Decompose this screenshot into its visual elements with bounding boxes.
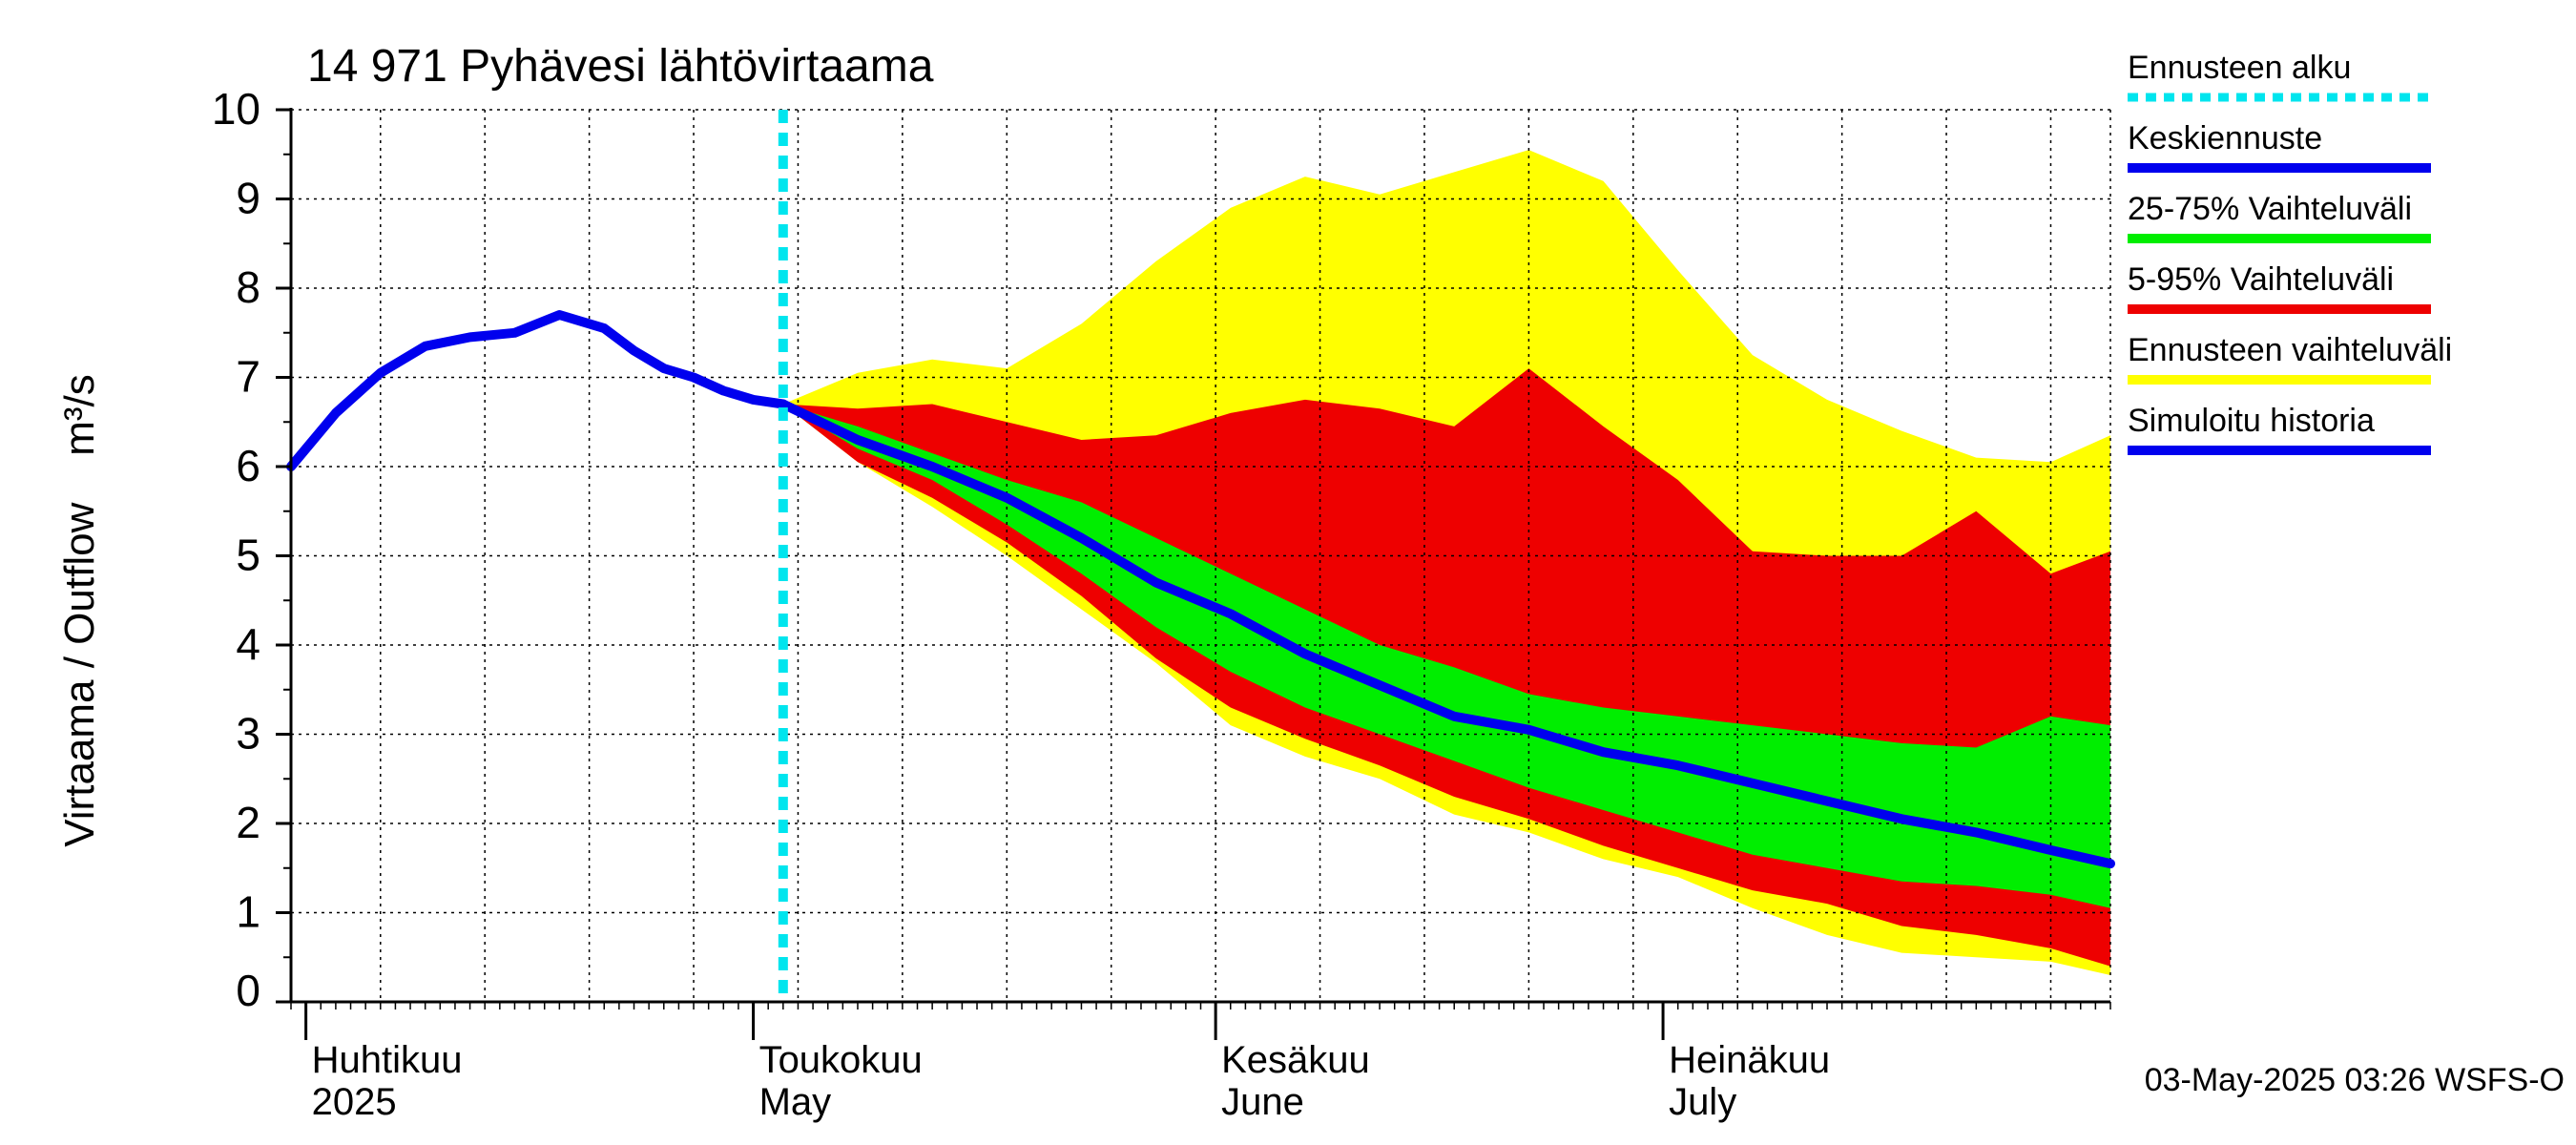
y-tick-label: 8: [236, 262, 260, 312]
legend-label: Keskiennuste: [2128, 120, 2322, 156]
x-month-sublabel: May: [759, 1081, 832, 1123]
y-axis-label: Virtaama / Outflow m³/s: [56, 374, 103, 847]
x-month-sublabel: June: [1221, 1081, 1304, 1123]
y-tick-label: 1: [236, 887, 260, 937]
legend-label: Simuloitu historia: [2128, 403, 2375, 439]
legend-label: 5-95% Vaihteluväli: [2128, 261, 2394, 298]
y-tick-label: 10: [212, 84, 260, 134]
legend-label: 25-75% Vaihteluväli: [2128, 191, 2412, 227]
series-lines: [286, 110, 2115, 1002]
y-tick-label: 0: [236, 966, 260, 1015]
y-tick-label: 5: [236, 531, 260, 580]
x-month-sublabel: July: [1669, 1081, 1736, 1123]
x-month-sublabel: 2025: [312, 1081, 397, 1123]
chart-title: 14 971 Pyhävesi lähtövirtaama: [307, 41, 934, 92]
y-tick-label: 2: [236, 798, 260, 847]
median-line: [778, 399, 2115, 869]
p25-75-band: [782, 404, 2110, 908]
legend: Ennusteen alku Keskiennuste 25-75% Vaihtel…: [2128, 50, 2452, 455]
history-line: [286, 310, 788, 471]
x-month-label: Heinäkuu: [1669, 1039, 1830, 1081]
y-tick-label: 9: [236, 174, 260, 223]
grid-lines: [291, 109, 2111, 1002]
x-month-label: Toukokuu: [759, 1039, 923, 1081]
legend-label: Ennusteen alku: [2128, 50, 2351, 86]
y-tick-label: 6: [236, 441, 260, 490]
y-tick-label: 4: [236, 619, 260, 669]
y-tick-label: 3: [236, 709, 260, 759]
y-tick-label: 7: [236, 352, 260, 402]
y-axis-ticks: 0 1 2 3 4 5 6 7 8 9 10: [212, 84, 291, 1015]
x-month-label: Kesäkuu: [1221, 1039, 1370, 1081]
footer-timestamp: 03-May-2025 03:26 WSFS-O: [2145, 1062, 2565, 1098]
legend-label: Ennusteen vaihteluväli: [2128, 332, 2452, 368]
forecast-bands: [782, 150, 2110, 976]
x-month-label: Huhtikuu: [312, 1039, 463, 1081]
